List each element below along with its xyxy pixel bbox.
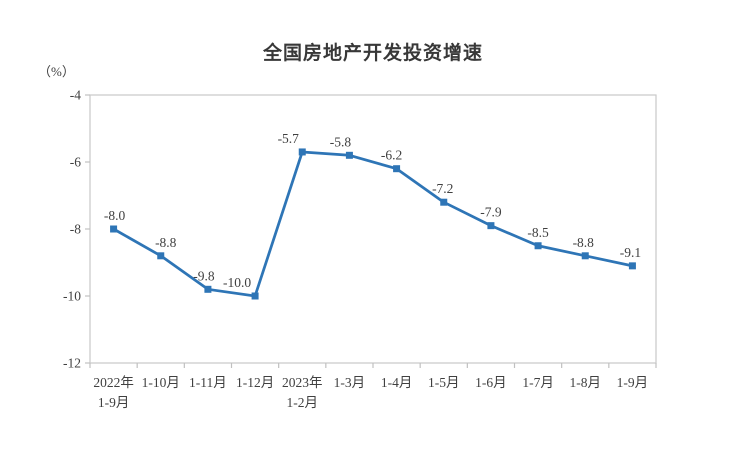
data-point-marker <box>581 252 589 260</box>
data-point-label: -9.8 <box>193 268 215 283</box>
data-point-label: -8.8 <box>573 235 595 250</box>
data-point-label: -9.1 <box>620 245 641 260</box>
x-tick-label: 1-6月 <box>475 375 507 390</box>
data-point-label: -7.2 <box>432 181 453 196</box>
data-point-marker <box>393 165 401 173</box>
data-point-marker <box>204 285 212 293</box>
x-tick-label: 2022年 <box>93 375 134 390</box>
x-tick-label: 1-4月 <box>381 375 413 390</box>
data-point-marker <box>251 292 259 300</box>
x-tick-label: 1-2月 <box>287 395 319 410</box>
x-tick-label: 1-9月 <box>98 395 130 410</box>
y-axis-unit-label: （%） <box>38 64 75 79</box>
y-tick-label: -12 <box>63 356 81 371</box>
data-point-marker <box>628 262 636 270</box>
data-point-label: -6.2 <box>381 148 402 163</box>
x-tick-label: 1-9月 <box>617 375 649 390</box>
x-tick-label: 1-11月 <box>189 375 227 390</box>
data-point-marker <box>298 148 306 156</box>
data-point-marker <box>534 242 542 250</box>
data-point-marker <box>487 222 495 230</box>
series-line <box>112 150 634 298</box>
data-point-marker <box>440 198 448 206</box>
x-tick-label: 1-8月 <box>570 375 602 390</box>
data-point-label: -8.8 <box>155 235 177 250</box>
x-tick-label: 2023年 <box>282 375 323 390</box>
x-tick-label: 1-5月 <box>428 375 460 390</box>
x-tick-label: 1-10月 <box>142 375 180 390</box>
data-point-label: -5.7 <box>278 131 300 146</box>
y-tick-label: -8 <box>70 222 81 237</box>
data-point-marker <box>345 151 353 159</box>
plot-border <box>89 94 657 364</box>
data-point-marker <box>110 225 118 233</box>
x-tick-label: 1-7月 <box>522 375 554 390</box>
data-point-label: -8.5 <box>527 225 549 240</box>
y-tick-label: -10 <box>63 289 81 304</box>
x-tick-label: 1-3月 <box>334 375 366 390</box>
x-tick-label: 1-12月 <box>236 375 274 390</box>
y-tick-label: -4 <box>70 88 81 103</box>
y-tick-label: -6 <box>70 155 81 170</box>
data-point-label: -8.0 <box>104 208 126 223</box>
data-point-marker <box>157 252 165 260</box>
data-point-label: -10.0 <box>223 275 251 290</box>
data-point-label: -7.9 <box>480 205 502 220</box>
chart-title: 全国房地产开发投资增速 <box>262 43 483 64</box>
data-point-label: -5.8 <box>330 134 352 149</box>
